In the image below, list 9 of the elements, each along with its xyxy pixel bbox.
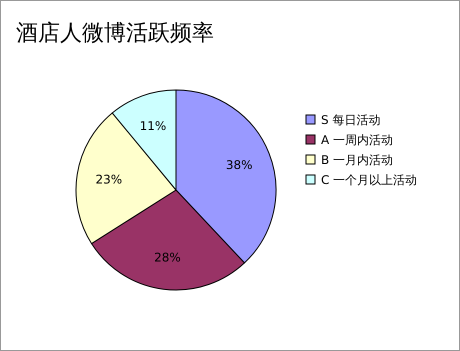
chart-title: 酒店人微博活跃频率 (16, 21, 214, 46)
data-label: 23% (96, 172, 122, 186)
data-label: 28% (154, 250, 181, 264)
legend-label: B 一月内活动 (321, 153, 394, 167)
legend-label: S 每日活动 (321, 113, 380, 127)
data-label: 11% (140, 119, 166, 134)
legend-label: C 一个月以上活动 (321, 173, 418, 187)
data-label: 38% (226, 158, 253, 172)
legend-label: A 一周内活动 (321, 133, 394, 147)
